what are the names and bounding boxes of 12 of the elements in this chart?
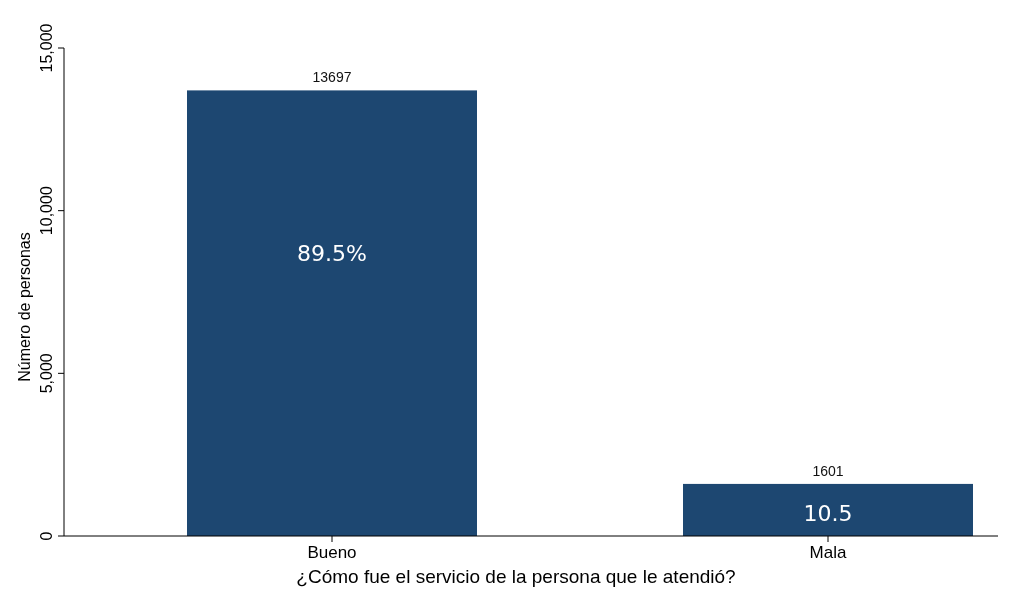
annotation: 89.5% [297,241,367,267]
y-tick-label: 15,000 [38,23,55,73]
y-tick-label: 5,000 [38,353,55,394]
x-tick-label: Bueno [307,543,357,562]
y-tick-label: 0 [38,531,55,541]
x-tick-label: Mala [809,543,847,562]
annotation: 10.5 [803,501,853,527]
data-label: 1601 [812,462,844,479]
y-tick-label: 10,000 [38,186,55,236]
y-axis-title: Número de personas [16,232,33,382]
x-axis-title: ¿Cómo fue el servicio de la persona que le atendió? [296,566,736,587]
data-label: 13697 [312,69,352,86]
